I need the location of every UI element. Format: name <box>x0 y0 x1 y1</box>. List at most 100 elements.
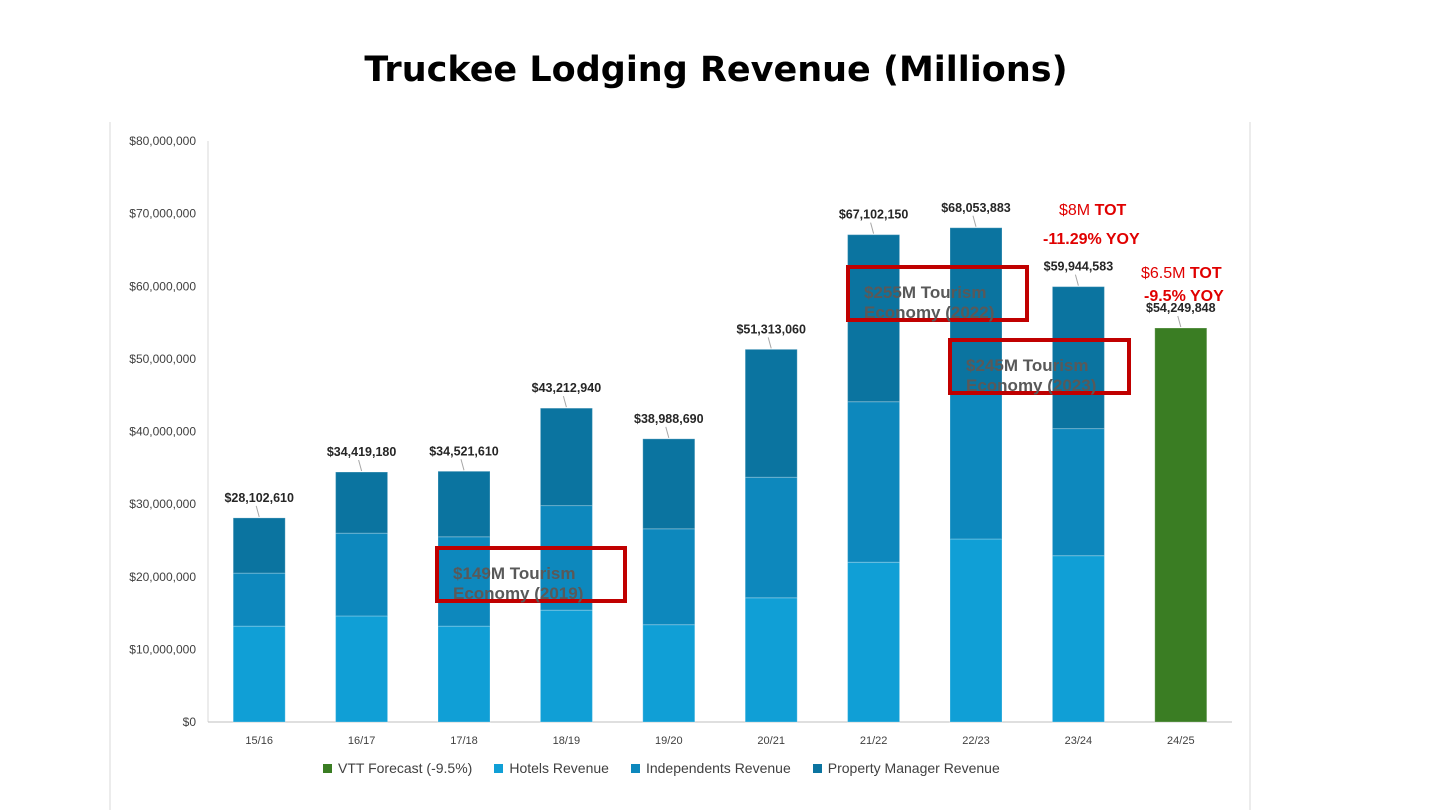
legend-swatch <box>323 763 332 773</box>
y-tick-label: $50,000,000 <box>129 352 196 366</box>
legend-item-independents: Independents Revenue <box>630 760 791 776</box>
data-label-leader <box>767 337 772 349</box>
y-tick-label: $70,000,000 <box>129 207 196 221</box>
bar-segment-property-manager-revenue <box>232 517 286 574</box>
y-tick-label: $0 <box>183 715 197 729</box>
annotation-text: $149M Tourism Economy (2019) <box>453 564 583 604</box>
legend-label: Property Manager Revenue <box>827 760 1000 776</box>
data-label: $34,419,180 <box>327 445 397 459</box>
data-label-leader <box>665 426 670 438</box>
bar-segment-hotels-revenue <box>1051 555 1105 723</box>
x-tick-label: 19/20 <box>655 735 683 747</box>
data-label-leader <box>1177 315 1182 328</box>
x-tick-label: 16/17 <box>348 735 376 747</box>
bar-segment-independents-revenue <box>1051 428 1105 557</box>
y-tick-label: $80,000,000 <box>129 134 196 148</box>
bar-segment-property-manager-revenue <box>539 407 593 507</box>
annotation-box-2022: $255M Tourism Economy (2022) <box>846 265 1029 322</box>
annotation-line: $255M Tourism <box>864 283 987 302</box>
tot-amount: $6.5M <box>1141 265 1186 282</box>
data-label-leader <box>972 215 977 227</box>
bar-segment-property-manager-revenue <box>949 227 1003 395</box>
bar-segment-independents-revenue <box>539 505 593 611</box>
data-label: $67,102,150 <box>839 208 909 222</box>
bar-segment-vtt-forecast-9-5- <box>1154 327 1208 723</box>
legend-label: Hotels Revenue <box>509 760 609 776</box>
legend-label: VTT Forecast (-9.5%) <box>338 760 473 776</box>
tot-amount: $8M <box>1059 202 1091 219</box>
legend-item-forecast: VTT Forecast (-9.5%) <box>323 760 472 776</box>
bar-segment-independents-revenue <box>744 476 798 599</box>
data-label: $34,521,610 <box>429 444 499 458</box>
x-tick-label: 17/18 <box>450 735 478 747</box>
annotation-text: $245M Tourism Economy (2023) <box>966 356 1096 396</box>
y-tick-label: $60,000,000 <box>129 279 196 293</box>
data-label-leader <box>562 396 567 408</box>
bar-segment-property-manager-revenue <box>1051 286 1105 430</box>
legend-swatch <box>630 763 640 773</box>
data-label-leader <box>255 505 260 518</box>
bar-segment-hotels-revenue <box>642 624 696 723</box>
data-label-leader <box>460 459 465 471</box>
bar-segment-independents-revenue <box>847 401 901 563</box>
bar-segment-independents-revenue <box>949 393 1003 540</box>
y-tick-label: $10,000,000 <box>129 642 196 656</box>
bar-segment-hotels-revenue <box>437 625 491 723</box>
legend-label: Independents Revenue <box>645 760 791 776</box>
bar-segment-hotels-revenue <box>539 609 593 723</box>
x-tick-label: 18/19 <box>553 735 581 747</box>
data-label-leader <box>1074 274 1079 286</box>
annotation-line: Economy (2023) <box>966 376 1097 395</box>
tot-label: TOT <box>1189 265 1222 282</box>
legend-item-hotels: Hotels Revenue <box>494 760 609 776</box>
bar-segment-hotels-revenue <box>335 615 389 723</box>
bar-segment-hotels-revenue <box>949 538 1003 723</box>
legend-item-property-manager: Property Manager Revenue <box>812 760 1000 776</box>
data-label: $38,988,690 <box>634 412 704 426</box>
y-tick-label: $40,000,000 <box>129 425 196 439</box>
x-tick-label: 22/23 <box>962 735 990 747</box>
y-tick-label: $30,000,000 <box>129 497 196 511</box>
legend: VTT Forecast (-9.5%) Hotels Revenue Inde… <box>323 760 1000 776</box>
annotation-line: $149M Tourism <box>453 564 576 583</box>
bar-segment-hotels-revenue <box>232 625 286 723</box>
x-tick-label: 24/25 <box>1167 735 1195 747</box>
data-label: $28,102,610 <box>224 491 294 505</box>
annotation-line: Economy (2019) <box>453 584 584 603</box>
bar-segment-property-manager-revenue <box>437 470 491 538</box>
tot-note-2324: $8M TOT <box>1059 202 1126 220</box>
bar-segment-property-manager-revenue <box>335 471 389 534</box>
bar-segment-property-manager-revenue <box>642 438 696 530</box>
bar-segment-hotels-revenue <box>847 561 901 723</box>
data-label: $54,249,848 <box>1146 301 1216 315</box>
data-label: $43,212,940 <box>532 381 602 395</box>
data-label: $51,313,060 <box>736 322 806 336</box>
x-tick-label: 15/16 <box>245 735 273 747</box>
x-tick-label: 20/21 <box>757 735 785 747</box>
bar-segment-hotels-revenue <box>744 597 798 723</box>
data-label-leader <box>358 459 363 472</box>
y-tick-label: $20,000,000 <box>129 570 196 584</box>
data-label: $68,053,883 <box>941 201 1011 215</box>
annotation-line: $245M Tourism <box>966 356 1089 375</box>
legend-swatch <box>812 763 822 773</box>
yoy-note-2324: -11.29% YOY <box>1043 231 1140 248</box>
bar-segment-property-manager-revenue <box>744 348 798 478</box>
bar-segment-independents-revenue <box>335 532 389 617</box>
bar-segment-independents-revenue <box>232 572 286 627</box>
yoy-note-2425: -9.5% YOY <box>1144 288 1224 305</box>
legend-swatch <box>494 763 504 773</box>
bar-segment-independents-revenue <box>642 528 696 626</box>
annotation-box-2023: $245M Tourism Economy (2023) <box>948 338 1131 395</box>
tot-label: TOT <box>1094 202 1127 219</box>
annotation-line: Economy (2022) <box>864 303 995 322</box>
data-label-leader <box>870 222 875 234</box>
annotation-box-2019: $149M Tourism Economy (2019) <box>435 546 627 603</box>
data-label: $59,944,583 <box>1044 260 1114 274</box>
annotation-text: $255M Tourism Economy (2022) <box>864 283 994 323</box>
x-tick-label: 21/22 <box>860 735 888 747</box>
chart-title: Truckee Lodging Revenue (Millions) <box>364 50 1068 90</box>
x-tick-label: 23/24 <box>1065 735 1093 747</box>
tot-note-2425: $6.5M TOT <box>1141 265 1222 283</box>
